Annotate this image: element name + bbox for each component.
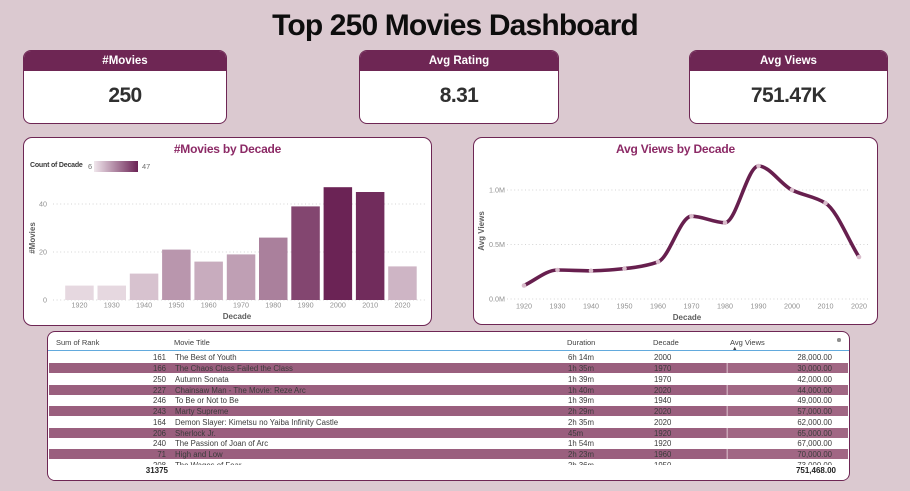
- svg-text:2000: 2000: [784, 302, 800, 311]
- svg-text:1950: 1950: [617, 302, 633, 311]
- svg-text:0.5M: 0.5M: [489, 240, 505, 249]
- svg-text:1920: 1920: [72, 301, 88, 310]
- svg-text:1980: 1980: [265, 301, 281, 310]
- svg-text:2010: 2010: [362, 301, 378, 310]
- svg-text:1970: 1970: [233, 301, 249, 310]
- svg-text:1990: 1990: [751, 302, 767, 311]
- svg-text:1980: 1980: [717, 302, 733, 311]
- svg-text:0: 0: [43, 296, 47, 305]
- svg-text:#Movies: #Movies: [28, 222, 37, 254]
- svg-text:0.0M: 0.0M: [489, 295, 505, 304]
- svg-text:2020: 2020: [395, 301, 411, 310]
- svg-text:1960: 1960: [650, 302, 666, 311]
- svg-text:2020: 2020: [851, 302, 867, 311]
- svg-text:1990: 1990: [298, 301, 314, 310]
- svg-text:1930: 1930: [550, 302, 566, 311]
- svg-text:1950: 1950: [168, 301, 184, 310]
- svg-text:2010: 2010: [818, 302, 834, 311]
- svg-text:Decade: Decade: [673, 313, 702, 322]
- svg-text:Decade: Decade: [223, 312, 252, 321]
- svg-text:20: 20: [39, 248, 47, 257]
- svg-text:1960: 1960: [201, 301, 217, 310]
- svg-text:1.0M: 1.0M: [489, 186, 505, 195]
- svg-text:1940: 1940: [136, 301, 152, 310]
- svg-text:1940: 1940: [583, 302, 599, 311]
- svg-text:1970: 1970: [684, 302, 700, 311]
- svg-text:Avg Views: Avg Views: [477, 211, 486, 251]
- svg-text:1930: 1930: [104, 301, 120, 310]
- svg-text:1920: 1920: [516, 302, 532, 311]
- svg-text:40: 40: [39, 200, 47, 209]
- svg-text:2000: 2000: [330, 301, 346, 310]
